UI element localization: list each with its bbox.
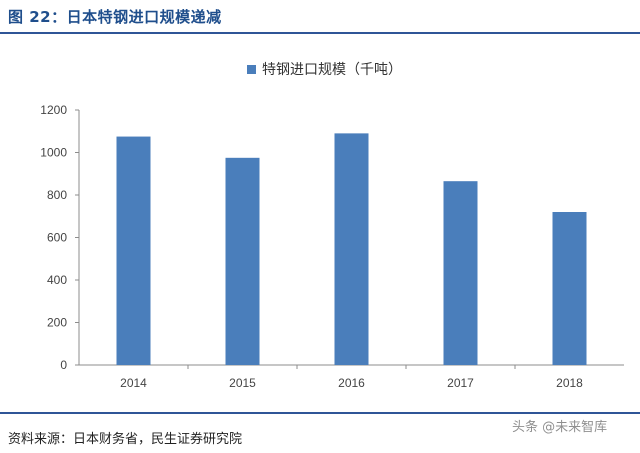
y-tick-label: 400 [47, 273, 67, 287]
y-tick-label: 0 [60, 358, 67, 372]
chart-bars [116, 133, 587, 365]
bar-2014 [116, 136, 151, 365]
legend-swatch [247, 65, 256, 74]
top-rule [0, 32, 640, 34]
bar-chart: 特钢进口规模（千吨） 0 200 400 600 800 1000 1200 2014 2015… [40, 62, 624, 390]
legend-label: 特钢进口规模（千吨） [262, 62, 402, 78]
chart-legend: 特钢进口规模（千吨） [247, 62, 402, 78]
bar-2016 [334, 133, 369, 365]
bar-2017 [443, 181, 478, 365]
source-note: 资料来源：日本财务省，民生证券研究院 [8, 432, 243, 447]
x-tick-label: 2014 [120, 376, 147, 390]
y-tick-label: 1200 [40, 103, 67, 117]
chart-ticks: 0 200 400 600 800 1000 1200 2014 2015 2016 2017 201… [40, 103, 583, 390]
bar-2018 [552, 212, 587, 365]
bar-2015 [225, 157, 260, 365]
watermark: 头条 @未来智库 [512, 420, 608, 435]
y-tick-label: 200 [47, 316, 67, 330]
y-tick-label: 600 [47, 231, 67, 245]
x-tick-label: 2017 [447, 376, 474, 390]
y-tick-label: 800 [47, 188, 67, 202]
x-tick-label: 2018 [556, 376, 583, 390]
y-tick-label: 1000 [40, 146, 67, 160]
x-tick-label: 2015 [229, 376, 256, 390]
bottom-rule [0, 412, 640, 414]
figure-title: 图 22：日本特钢进口规模递减 [8, 8, 222, 26]
x-tick-label: 2016 [338, 376, 365, 390]
